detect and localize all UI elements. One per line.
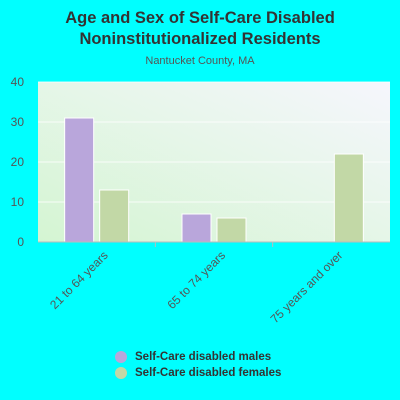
bar-females-1 bbox=[216, 217, 247, 243]
y-tick-label: 30 bbox=[11, 115, 25, 129]
legend-item-males: Self-Care disabled males bbox=[115, 349, 281, 365]
legend-label-males: Self-Care disabled males bbox=[135, 351, 272, 363]
x-tick-label: 75 years and over bbox=[268, 248, 346, 326]
legend-swatch-females bbox=[115, 367, 127, 379]
bar-females-0 bbox=[99, 189, 130, 243]
y-tick-label: 40 bbox=[11, 75, 25, 89]
y-tick-label: 20 bbox=[11, 155, 25, 169]
bar-females-2 bbox=[333, 153, 364, 243]
y-tick-label: 10 bbox=[11, 195, 25, 209]
legend: Self-Care disabled males Self-Care disab… bbox=[115, 349, 281, 381]
x-tick-label: 21 to 64 years bbox=[47, 248, 111, 312]
legend-label-females: Self-Care disabled females bbox=[135, 367, 282, 379]
legend-item-females: Self-Care disabled females bbox=[115, 365, 281, 381]
chart-subtitle: Nantucket County, MA bbox=[145, 55, 255, 67]
chart-title: Age and Sex of Self-Care Disabled Nonins… bbox=[65, 9, 335, 48]
x-tick-label: 65 to 74 years bbox=[164, 248, 228, 312]
legend-swatch-males bbox=[115, 351, 127, 363]
bar-males-1 bbox=[181, 213, 212, 243]
y-tick-label: 0 bbox=[17, 235, 24, 249]
bar-males-0 bbox=[64, 117, 95, 243]
